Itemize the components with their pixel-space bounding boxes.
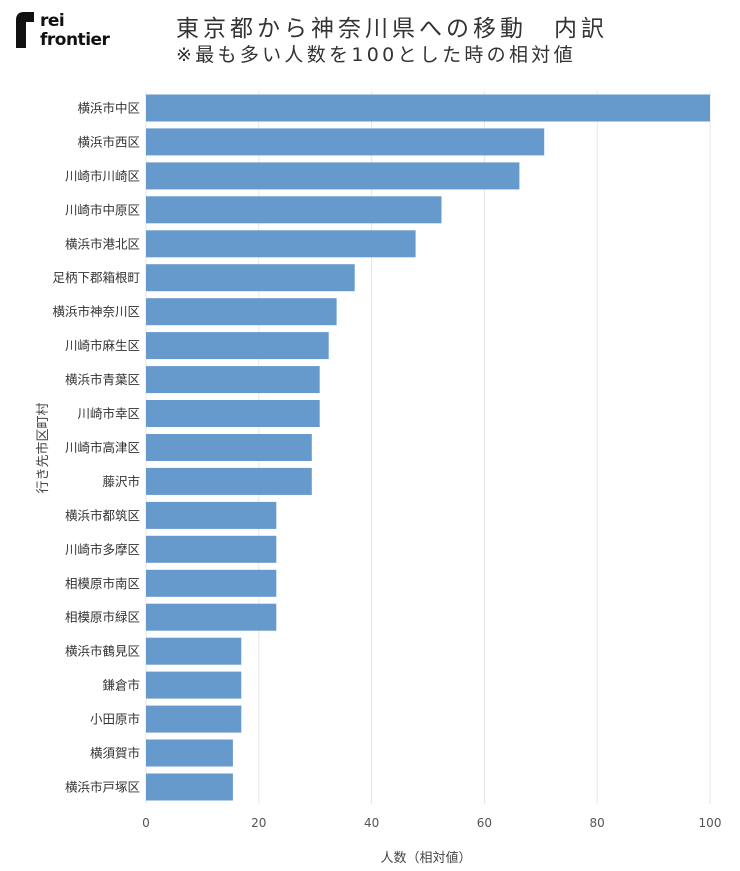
x-axis-label: 人数（相対値） [380,850,471,866]
bar [146,671,242,699]
logo-word-rei: rei [40,11,65,31]
category-label: 川崎市多摩区 [65,542,140,557]
category-label: 小田原市 [90,712,140,727]
bar [146,603,277,631]
x-tick-label: 80 [590,816,605,830]
bar [146,196,442,224]
x-tick-label: 0 [142,816,150,830]
bar [146,162,520,190]
y-axis-label: 行き先市区町村 [35,402,51,493]
bar [146,501,277,529]
bar [146,298,337,326]
category-label: 川崎市中原区 [65,202,140,217]
category-label: 横浜市西区 [77,134,140,149]
x-tick-label: 100 [699,816,722,830]
bar [146,773,233,801]
category-label: 横須賀市 [90,746,140,761]
bar [146,94,710,122]
logo-mark-icon [16,12,34,48]
category-label: 横浜市都筑区 [65,508,140,523]
category-label: 相模原市南区 [65,576,140,591]
category-label: 足柄下郡箱根町 [52,270,140,285]
chart-title: 東京都から神奈川県への移動 内訳 [176,16,608,42]
bar [146,400,320,427]
rei-frontier-logo: rei frontier [16,10,136,54]
chart-subtitle: ※最も多い人数を100とした時の相対値 [176,44,576,66]
bar [146,705,242,733]
category-label: 鎌倉市 [102,678,140,693]
category-label: 横浜市神奈川区 [52,304,140,319]
category-label: 川崎市幸区 [77,406,140,421]
bar [146,569,277,597]
category-label: 川崎市川崎区 [65,168,140,183]
category-label: 相模原市緑区 [65,610,140,625]
bars [146,94,710,801]
category-label: 川崎市麻生区 [65,338,140,353]
bar [146,366,320,394]
bar [146,739,233,767]
category-label: 藤沢市 [102,474,140,489]
x-tick-labels: 0 20 40 60 80 100 [142,816,721,830]
category-labels: 横浜市中区横浜市西区川崎市川崎区川崎市中原区横浜市港北区足柄下郡箱根町横浜市神奈… [52,101,140,795]
category-label: 横浜市中区 [77,101,140,116]
x-tick-label: 40 [364,816,379,830]
bar [146,128,545,156]
bar [146,264,355,292]
bar [146,230,416,258]
bar [146,467,312,495]
category-label: 川崎市高津区 [65,440,140,455]
bar [146,535,277,563]
x-tick-label: 60 [477,816,492,830]
category-label: 横浜市戸塚区 [65,780,140,795]
category-label: 横浜市鶴見区 [65,644,140,659]
bar [146,434,312,461]
bar [146,332,329,360]
category-label: 横浜市青葉区 [65,372,140,387]
x-tick-label: 20 [251,816,266,830]
bar [146,637,242,665]
category-label: 横浜市港北区 [65,236,140,251]
logo-word-frontier: frontier [40,30,110,50]
